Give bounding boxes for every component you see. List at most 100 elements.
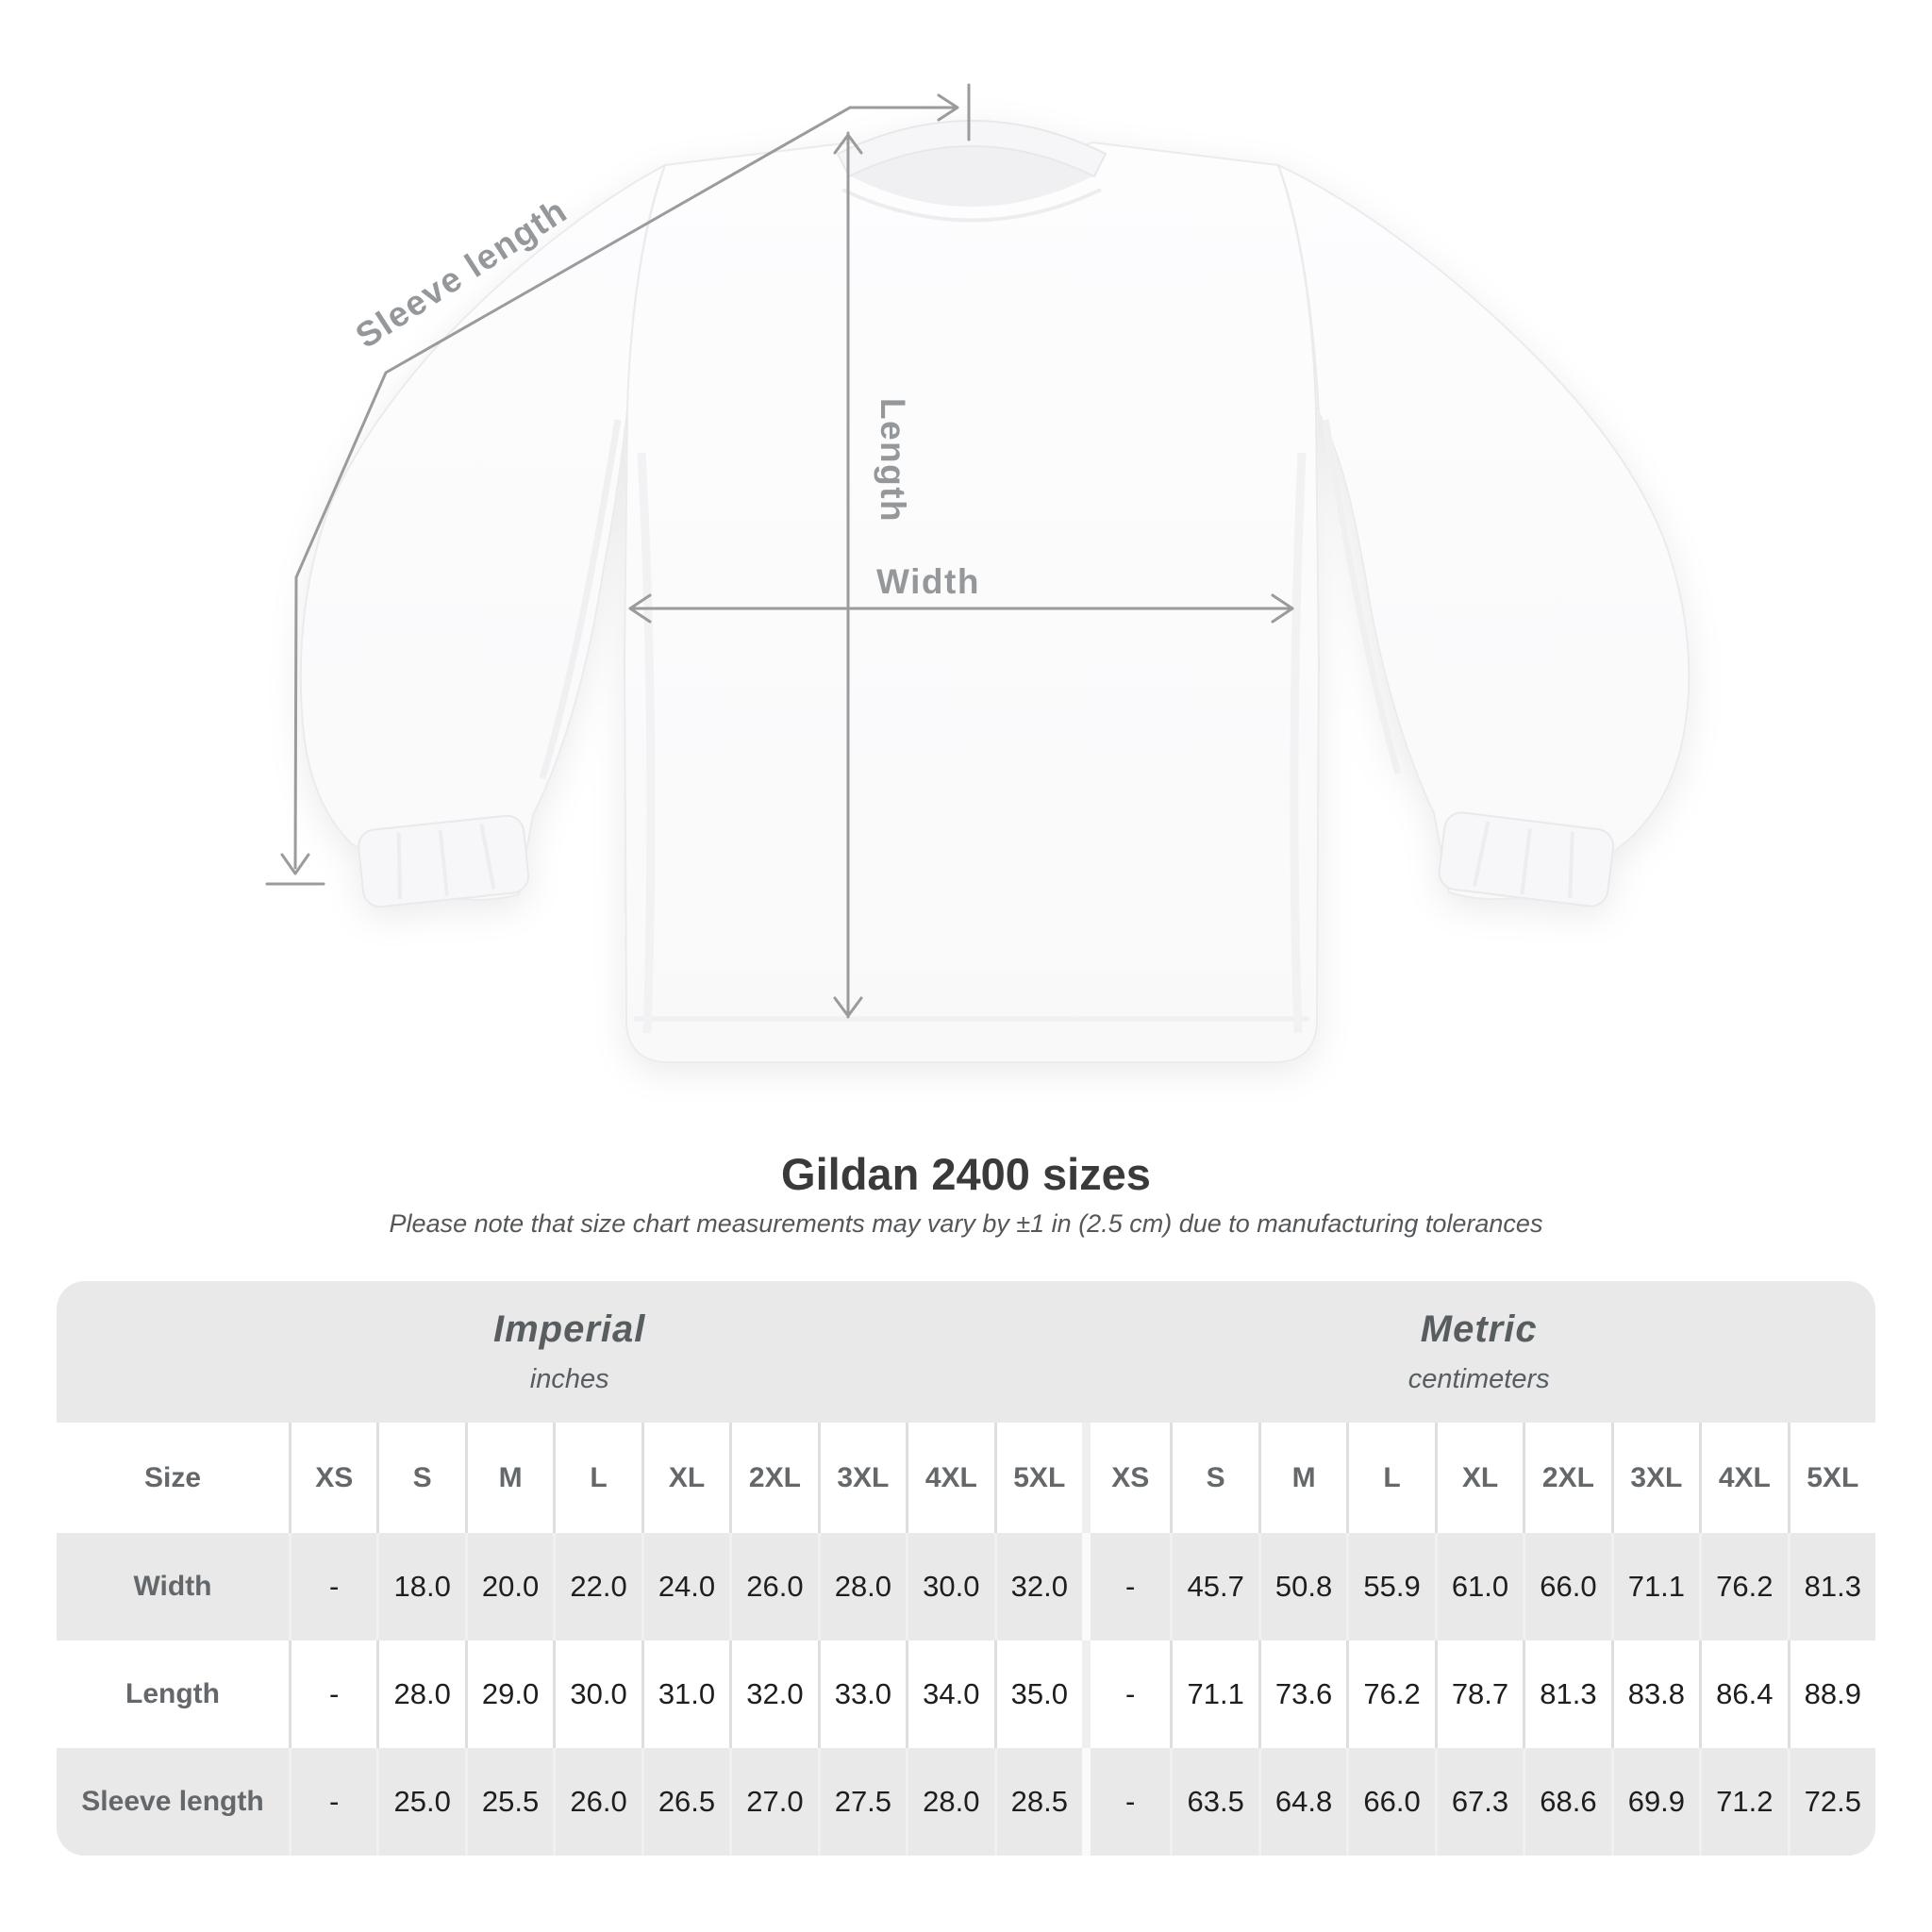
sleeve-length-value-cell: 67.3 [1434, 1748, 1523, 1856]
sleeve-length-value-cell: 63.5 [1170, 1748, 1257, 1856]
width-value-cell: 71.1 [1610, 1533, 1699, 1641]
width-value-cell: 50.8 [1257, 1533, 1346, 1641]
sleeve-length-value-cell: 68.6 [1523, 1748, 1610, 1856]
width-value-cell: - [289, 1533, 376, 1641]
sleeve-length-value-cells: -25.0 25.5 26.0 26.5 27.0 27.5 28.0 28.5-63.5 64… [289, 1748, 1875, 1856]
length-value-cell: 73.6 [1257, 1641, 1346, 1748]
column-header-cell: XL [1434, 1423, 1523, 1533]
sleeve-length-value-cell: 28.5 [993, 1748, 1082, 1856]
sleeve-length-value-cell: 28.0 [906, 1748, 993, 1856]
length-value-cell: 34.0 [906, 1641, 993, 1748]
width-value-cell: 32.0 [993, 1533, 1082, 1641]
sleeve-length-value-cell: 26.5 [641, 1748, 729, 1856]
width-label: Width [876, 562, 980, 601]
width-value-cell: 76.2 [1699, 1533, 1787, 1641]
width-value-cell: 55.9 [1346, 1533, 1434, 1641]
sleeve-length-value-cell: 27.5 [817, 1748, 906, 1856]
width-value-cell: 66.0 [1523, 1533, 1610, 1641]
sleeve-length-value-cell: - [289, 1748, 376, 1856]
tolerance-note: Please note that size chart measurements… [389, 1209, 1543, 1238]
column-header-cell: S [1170, 1423, 1257, 1533]
width-value-cell: 22.0 [553, 1533, 641, 1641]
row-label-length: Length [125, 1678, 220, 1709]
width-value-cells: -18.0 20.0 22.0 24.0 26.0 28.0 30.0 32.0-45.7 50… [289, 1533, 1875, 1641]
length-value-cell: 35.0 [993, 1641, 1082, 1748]
column-header-cell: M [464, 1423, 553, 1533]
length-value-cell: 30.0 [553, 1641, 641, 1748]
metric-unit: centimeters [1407, 1364, 1550, 1394]
width-measure-line [628, 593, 1294, 624]
unit-group-metric: Metric centimeters [1082, 1281, 1875, 1423]
table-row-length: Length -28.0 29.0 30.0 31.0 32.0 33.0 34.0 35.0… [57, 1641, 1875, 1748]
sleeve-length-value-cell: 25.0 [376, 1748, 464, 1856]
page-title: Gildan 2400 sizes [781, 1149, 1151, 1199]
column-header-cell: 2XL [729, 1423, 817, 1533]
length-value-cell: 71.1 [1170, 1641, 1257, 1748]
sleeve-length-value-cell: 26.0 [553, 1748, 641, 1856]
column-header-cell: 3XL [817, 1423, 906, 1533]
sleeve-length-value-cell: 66.0 [1346, 1748, 1434, 1856]
size-header-cells: XS S M L XL 2XL 3XL 4XL 5XL XS S M L XL 2XL 3XL 4XL 5XL [289, 1423, 1875, 1533]
length-value-cell: - [289, 1641, 376, 1748]
column-header-cell: L [553, 1423, 641, 1533]
left-cuff [358, 814, 530, 908]
length-value-cell: 33.0 [817, 1641, 906, 1748]
width-value-cell: 28.0 [817, 1533, 906, 1641]
column-header-cell: 3XL [1610, 1423, 1699, 1533]
length-value-cell: 76.2 [1346, 1641, 1434, 1748]
length-value-cell: 32.0 [729, 1641, 817, 1748]
length-measure-line [833, 131, 863, 1019]
length-value-cell: 81.3 [1523, 1641, 1610, 1748]
sleeve-length-value-cell: 64.8 [1257, 1748, 1346, 1856]
column-header-cell: XL [641, 1423, 729, 1533]
length-label: Length [874, 398, 912, 523]
sleeve-length-measure-line [265, 83, 971, 886]
imperial-label: Imperial [492, 1308, 646, 1350]
length-value-cell: 78.7 [1434, 1641, 1523, 1748]
column-header-cell: XS [289, 1423, 376, 1533]
column-header-cell: 2XL [1523, 1423, 1610, 1533]
column-header-cell: S [376, 1423, 464, 1533]
row-label-sleeve-length: Sleeve length [81, 1786, 264, 1817]
row-label-width: Width [133, 1571, 212, 1602]
width-value-cell: 45.7 [1170, 1533, 1257, 1641]
shirt-shape [299, 120, 1690, 1063]
width-value-cell: 24.0 [641, 1533, 729, 1641]
size-chart-table: Imperial inches Metric centimeters Size … [57, 1281, 1875, 1856]
unit-group-imperial: Imperial inches [57, 1281, 1082, 1423]
shirt-measurement-diagram: Sleeve length Length Width [265, 83, 1690, 1063]
metric-label: Metric [1420, 1308, 1538, 1350]
width-value-cell: 81.3 [1787, 1533, 1875, 1641]
right-cuff [1438, 811, 1615, 908]
sleeve-length-value-cell: 69.9 [1610, 1748, 1699, 1856]
width-value-cell: - [1081, 1533, 1170, 1641]
imperial-unit: inches [529, 1364, 609, 1394]
sleeve-length-value-cell: 27.0 [729, 1748, 817, 1856]
table-header-row: Size XS S M L XL 2XL 3XL 4XL 5XL XS S M L XL 2XL 3XL 4XL… [57, 1423, 1875, 1533]
column-header-cell: XS [1081, 1423, 1170, 1533]
unit-groups-band: Imperial inches Metric centimeters [57, 1281, 1875, 1423]
width-value-cell: 61.0 [1434, 1533, 1523, 1641]
column-header-cell: L [1346, 1423, 1434, 1533]
sleeve-length-value-cell: 71.2 [1699, 1748, 1787, 1856]
sleeve-length-value-cell: - [1081, 1748, 1170, 1856]
column-header-cell: 5XL [993, 1423, 1082, 1533]
length-value-cell: 28.0 [376, 1641, 464, 1748]
column-header-cell: 5XL [1787, 1423, 1875, 1533]
width-value-cell: 26.0 [729, 1533, 817, 1641]
length-value-cell: - [1081, 1641, 1170, 1748]
column-header-cell: M [1257, 1423, 1346, 1533]
length-value-cell: 29.0 [464, 1641, 553, 1748]
length-value-cell: 31.0 [641, 1641, 729, 1748]
length-value-cell: 86.4 [1699, 1641, 1787, 1748]
table-row-width: Width -18.0 20.0 22.0 24.0 26.0 28.0 30.0 32.0-… [57, 1533, 1875, 1641]
column-header-cell: 4XL [1699, 1423, 1787, 1533]
length-value-cell: 83.8 [1610, 1641, 1699, 1748]
table-row-sleeve-length: Sleeve length -25.0 25.5 26.0 26.5 27.0 27.5 2… [57, 1748, 1875, 1856]
sleeve-length-value-cell: 72.5 [1787, 1748, 1875, 1856]
column-header-cell: 4XL [906, 1423, 993, 1533]
length-value-cell: 88.9 [1787, 1641, 1875, 1748]
size-chart-heading: Gildan 2400 sizes Please note that size … [0, 1150, 1932, 1239]
width-value-cell: 30.0 [906, 1533, 993, 1641]
length-value-cells: -28.0 29.0 30.0 31.0 32.0 33.0 34.0 35.0-71.1 73… [289, 1641, 1875, 1748]
